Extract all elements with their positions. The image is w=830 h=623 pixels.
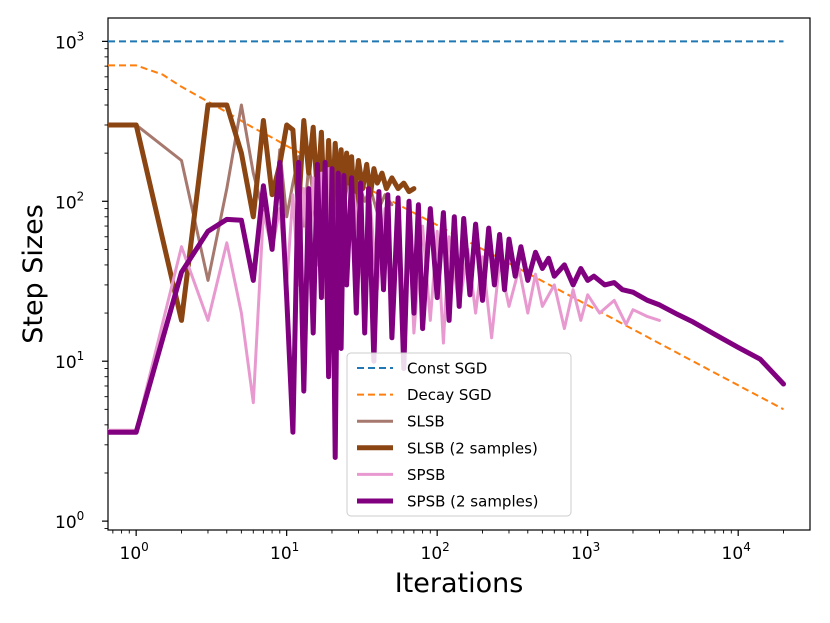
y-tick-label: 100 bbox=[55, 509, 84, 533]
y-tick-label: 102 bbox=[55, 189, 84, 213]
series-line-spsb-2-samples bbox=[108, 159, 786, 460]
legend-label-decay-sgd: Decay SGD bbox=[407, 386, 492, 404]
legend-label-spsb: SPSB bbox=[407, 466, 445, 484]
axis-ticks: 100 101 102 103 104 100 101 102 103 bbox=[55, 29, 784, 564]
legend-label-const-sgd: Const SGD bbox=[407, 360, 487, 378]
legend-label-spsb-2-samples: SPSB (2 samples) bbox=[407, 493, 539, 511]
legend-label-slsb: SLSB bbox=[407, 413, 445, 431]
legend-label-slsb-2-samples: SLSB (2 samples) bbox=[407, 439, 538, 457]
x-tick-label: 100 bbox=[120, 540, 149, 564]
legend-box bbox=[346, 352, 572, 517]
x-tick-label: 102 bbox=[421, 540, 450, 564]
x-tick-label: 104 bbox=[722, 540, 751, 564]
y-tick-label: 103 bbox=[55, 29, 84, 53]
legend: Const SGD Decay SGD SLSB SLSB (2 samples) SP… bbox=[346, 352, 572, 517]
y-axis-label: Step Sizes bbox=[18, 204, 49, 344]
y-tick-label: 101 bbox=[55, 349, 84, 373]
x-axis-label: Iterations bbox=[395, 568, 524, 599]
x-tick-label: 101 bbox=[270, 540, 299, 564]
series-lines bbox=[108, 40, 786, 460]
x-tick-label: 103 bbox=[571, 540, 600, 564]
